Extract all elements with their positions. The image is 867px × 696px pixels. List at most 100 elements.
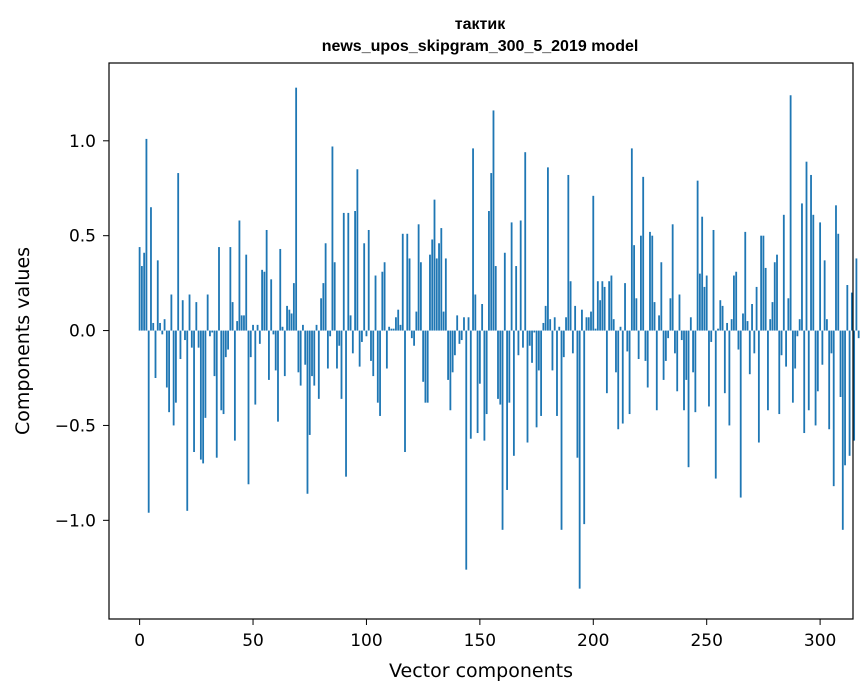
bar bbox=[351, 330, 354, 354]
bar bbox=[626, 330, 629, 352]
bar bbox=[397, 309, 400, 331]
bar bbox=[345, 330, 347, 477]
bar bbox=[347, 212, 350, 331]
bar bbox=[492, 110, 495, 331]
bar bbox=[501, 330, 504, 530]
bar bbox=[517, 330, 520, 356]
bar bbox=[336, 330, 338, 369]
bar bbox=[392, 328, 395, 331]
bar bbox=[630, 148, 633, 331]
bar bbox=[483, 330, 486, 441]
bar bbox=[816, 330, 819, 392]
bar bbox=[531, 330, 533, 363]
bar bbox=[601, 281, 604, 331]
bar bbox=[846, 285, 849, 331]
bar bbox=[776, 254, 778, 331]
x-tick-label: 250 bbox=[690, 631, 722, 651]
bar bbox=[687, 330, 690, 468]
bar bbox=[519, 220, 522, 331]
bar bbox=[698, 273, 701, 331]
bar bbox=[719, 300, 722, 331]
bar bbox=[488, 211, 490, 331]
bar bbox=[742, 313, 744, 331]
bar bbox=[585, 317, 588, 331]
bar bbox=[823, 260, 826, 331]
bar bbox=[528, 330, 531, 346]
bar bbox=[726, 322, 729, 331]
bar bbox=[195, 302, 198, 331]
bar bbox=[565, 317, 567, 331]
bar bbox=[608, 281, 611, 331]
bar bbox=[826, 319, 828, 331]
bar bbox=[467, 317, 470, 331]
bar bbox=[444, 258, 447, 331]
bar bbox=[524, 152, 527, 331]
bar bbox=[578, 330, 581, 589]
bar bbox=[410, 330, 413, 339]
bar bbox=[764, 267, 767, 331]
bar bbox=[807, 330, 810, 411]
bar bbox=[435, 258, 438, 331]
bar bbox=[574, 305, 577, 331]
bar bbox=[810, 174, 812, 331]
bar bbox=[317, 330, 320, 399]
bar bbox=[304, 330, 307, 365]
bar bbox=[165, 330, 168, 388]
bar bbox=[762, 235, 765, 331]
bar bbox=[664, 330, 667, 361]
bar bbox=[349, 315, 352, 331]
x-tick-label: 100 bbox=[350, 631, 382, 651]
bar bbox=[814, 330, 817, 426]
bar bbox=[399, 324, 402, 331]
bar bbox=[415, 311, 418, 331]
bar bbox=[295, 87, 298, 331]
bar bbox=[771, 302, 774, 331]
bar bbox=[701, 216, 704, 331]
bar bbox=[658, 315, 660, 331]
bar bbox=[683, 330, 685, 411]
bar bbox=[306, 330, 309, 494]
bar bbox=[696, 180, 699, 331]
bar bbox=[603, 286, 606, 331]
bar bbox=[655, 330, 658, 411]
bar bbox=[342, 212, 345, 331]
bar bbox=[549, 319, 552, 331]
bar bbox=[583, 330, 586, 525]
bar bbox=[474, 294, 477, 331]
bar bbox=[782, 214, 785, 331]
bar bbox=[751, 304, 753, 331]
bar bbox=[841, 330, 844, 530]
bar bbox=[460, 330, 463, 341]
bar bbox=[646, 330, 649, 388]
bar bbox=[537, 330, 540, 371]
bar bbox=[283, 330, 286, 377]
bar bbox=[678, 294, 681, 331]
bar bbox=[451, 330, 454, 373]
bar bbox=[408, 258, 411, 331]
bar bbox=[669, 298, 672, 331]
bar bbox=[819, 222, 822, 331]
bar bbox=[447, 330, 450, 380]
bar bbox=[839, 330, 842, 397]
bar bbox=[562, 330, 565, 358]
bar bbox=[737, 330, 740, 350]
bar bbox=[202, 330, 205, 464]
bar bbox=[769, 319, 772, 331]
bar bbox=[526, 330, 529, 443]
bar bbox=[624, 283, 626, 331]
x-tick-label: 150 bbox=[464, 631, 496, 651]
bar bbox=[186, 330, 189, 511]
bar bbox=[728, 330, 731, 426]
bar bbox=[315, 324, 318, 331]
bar-series bbox=[138, 87, 860, 589]
bar bbox=[705, 275, 708, 331]
bar bbox=[227, 330, 229, 350]
bar bbox=[510, 222, 513, 331]
bar bbox=[476, 330, 479, 434]
bar bbox=[211, 330, 214, 333]
bar bbox=[499, 330, 502, 405]
bar bbox=[220, 330, 223, 411]
bar bbox=[154, 330, 157, 378]
bar bbox=[506, 330, 508, 490]
bar bbox=[374, 275, 377, 331]
